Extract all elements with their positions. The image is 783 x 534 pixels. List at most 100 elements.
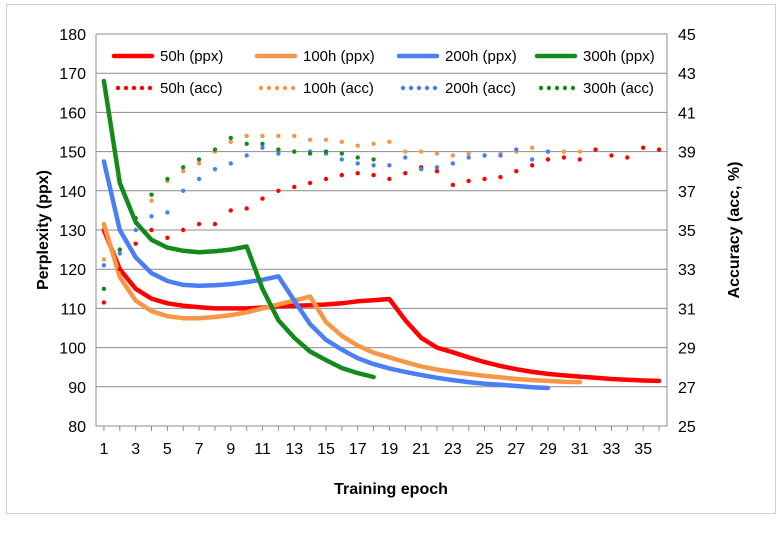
legend-label-300h-ppx: 300h (ppx) xyxy=(583,48,655,65)
data-point-100h-acc xyxy=(196,161,202,166)
data-point-200h-acc xyxy=(212,167,218,172)
y-tick-label: 170 xyxy=(59,66,86,83)
y2-axis-title: Accuracy (acc, %) xyxy=(726,162,743,299)
data-point-100h-acc xyxy=(530,145,535,150)
data-point-200h-acc xyxy=(514,147,519,152)
data-point-100h-acc xyxy=(450,153,456,158)
legend-swatch-200h-acc xyxy=(400,85,406,91)
x-tick-label: 9 xyxy=(226,441,235,458)
legend-label-100h-ppx: 100h (ppx) xyxy=(303,48,375,65)
x-tick-label: 31 xyxy=(571,441,589,458)
data-point-300h-acc xyxy=(165,176,170,182)
data-point-50h-acc xyxy=(545,157,551,162)
x-tick-label: 19 xyxy=(381,441,399,458)
y2-tick-label: 31 xyxy=(678,301,696,318)
legend-swatch-200h-acc xyxy=(424,85,430,91)
data-point-50h-acc xyxy=(498,174,503,180)
data-point-200h-acc xyxy=(181,188,186,193)
data-point-200h-acc xyxy=(403,155,408,160)
legend-label-300h-acc: 300h (acc) xyxy=(583,80,654,97)
data-point-200h-acc xyxy=(466,155,471,160)
data-point-50h-acc xyxy=(577,157,582,162)
data-point-100h-acc xyxy=(307,137,313,142)
data-point-50h-acc xyxy=(149,227,154,233)
data-point-300h-acc xyxy=(228,135,233,141)
legend-swatch-300h-acc xyxy=(538,85,544,91)
data-point-100h-acc xyxy=(292,133,297,139)
data-point-50h-acc xyxy=(371,172,376,178)
data-point-200h-acc xyxy=(260,145,265,150)
legend-swatch-50h-acc xyxy=(115,85,121,91)
data-point-50h-acc xyxy=(387,176,392,182)
data-point-50h-acc xyxy=(292,184,297,190)
data-point-200h-acc xyxy=(101,263,107,268)
y-tick-label: 140 xyxy=(59,184,86,201)
legend-swatch-200h-acc xyxy=(416,85,422,91)
data-point-200h-acc xyxy=(355,161,360,166)
data-point-50h-acc xyxy=(117,267,123,272)
legend-swatch-50h-acc xyxy=(131,85,137,91)
y2-tick-label: 43 xyxy=(678,66,696,83)
x-tick-label: 21 xyxy=(412,441,430,458)
y-tick-label: 110 xyxy=(60,301,86,318)
data-point-50h-acc xyxy=(593,147,598,152)
x-tick-label: 7 xyxy=(195,441,204,458)
data-point-200h-acc xyxy=(530,157,535,162)
data-point-200h-acc xyxy=(482,153,487,158)
data-point-200h-acc xyxy=(228,161,233,166)
data-point-100h-acc xyxy=(577,149,582,154)
data-point-50h-acc xyxy=(466,178,471,184)
data-point-50h-acc xyxy=(133,241,138,246)
data-point-50h-acc xyxy=(101,300,107,305)
y2-tick-label: 37 xyxy=(678,184,696,201)
legend-swatch-300h-acc xyxy=(554,85,560,91)
data-point-50h-acc xyxy=(403,171,408,176)
data-point-100h-acc xyxy=(371,141,376,146)
data-point-50h-acc xyxy=(450,182,456,188)
legend-swatch-50h-acc xyxy=(147,85,153,91)
data-point-300h-acc xyxy=(101,286,107,291)
data-point-200h-acc xyxy=(133,227,138,233)
legend-label-100h-acc: 100h (acc) xyxy=(303,80,374,97)
data-point-50h-acc xyxy=(276,188,281,193)
legend-swatch-50h-acc xyxy=(123,85,129,91)
data-point-300h-acc xyxy=(181,165,186,170)
data-point-50h-acc xyxy=(307,180,313,186)
data-point-100h-acc xyxy=(355,143,360,148)
x-tick-label: 5 xyxy=(163,441,172,458)
data-point-300h-acc xyxy=(196,157,202,162)
legend-label-200h-acc: 200h (acc) xyxy=(445,80,516,97)
data-point-200h-acc xyxy=(387,163,392,168)
series-line-300h-ppx xyxy=(101,78,376,380)
data-point-300h-acc xyxy=(339,151,344,156)
y-tick-label: 100 xyxy=(59,341,86,358)
data-point-200h-acc xyxy=(339,157,344,162)
y-tick-label: 120 xyxy=(59,262,86,279)
data-point-300h-acc xyxy=(260,141,265,146)
data-point-50h-acc xyxy=(260,196,265,201)
data-point-200h-acc xyxy=(371,163,376,168)
legend-swatch-100h-acc xyxy=(274,85,280,91)
x-tick-label: 15 xyxy=(317,441,335,458)
data-point-50h-acc xyxy=(196,221,202,227)
data-point-50h-acc xyxy=(656,147,662,152)
legend-swatch-100h-acc xyxy=(266,85,272,91)
legend-swatch-100h-acc xyxy=(258,85,264,91)
x-tick-label: 27 xyxy=(507,441,525,458)
data-point-100h-acc xyxy=(101,257,107,262)
data-point-50h-acc xyxy=(514,169,519,174)
data-point-200h-acc xyxy=(196,176,202,182)
legend-swatch-100h-acc xyxy=(290,85,296,91)
data-point-300h-acc xyxy=(307,151,313,156)
y2-tick-label: 33 xyxy=(678,262,696,279)
data-point-300h-acc xyxy=(292,149,297,154)
data-point-300h-acc xyxy=(276,147,281,152)
legend-label-50h-ppx: 50h (ppx) xyxy=(160,48,223,65)
y-axis-title: Perplexity (ppx) xyxy=(35,170,52,290)
data-point-300h-acc xyxy=(149,192,154,197)
data-point-300h-acc xyxy=(371,157,376,162)
data-point-200h-acc xyxy=(244,153,249,158)
data-point-100h-acc xyxy=(276,133,281,139)
x-tick-label: 23 xyxy=(444,441,462,458)
x-tick-label: 1 xyxy=(99,441,108,458)
